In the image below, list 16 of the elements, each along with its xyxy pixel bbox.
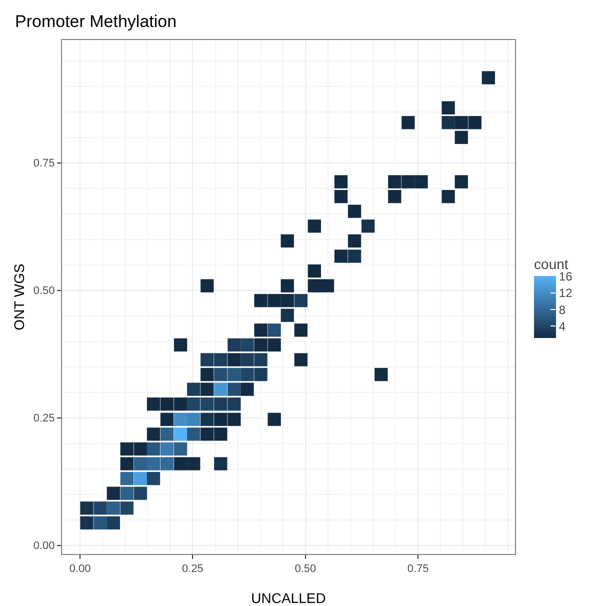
y-axis-title: ONT WGS (11, 264, 27, 330)
chart-title: Promoter Methylation (15, 12, 177, 32)
x-axis-title: UNCALLED (251, 590, 326, 606)
x-tick-label: 0.25 (182, 563, 204, 576)
color-bar-title: count (534, 256, 568, 272)
color-bar-label: 16 (558, 270, 573, 284)
y-tick-label: 0.25 (33, 412, 55, 425)
y-tick-label: 0.50 (33, 285, 55, 298)
color-bar-label: 4 (558, 319, 566, 334)
x-tick-label: 0.50 (294, 563, 316, 576)
color-bar-label: 8 (558, 302, 566, 317)
y-tick-label: 0.00 (33, 540, 55, 552)
x-tick-label: 0.00 (69, 563, 91, 576)
color-bar-label: 12 (558, 286, 573, 300)
y-tick-label: 0.75 (33, 158, 55, 170)
x-tick-label: 0.75 (407, 563, 429, 576)
